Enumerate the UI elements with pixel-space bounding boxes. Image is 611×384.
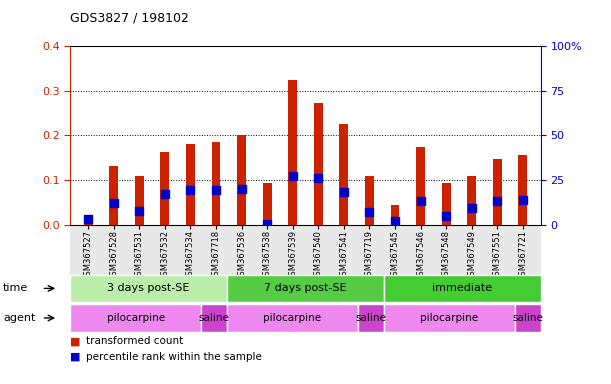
Bar	[416, 147, 425, 225]
Text: 3 days post-SE: 3 days post-SE	[108, 283, 190, 293]
Bar	[518, 156, 527, 225]
Bar	[390, 205, 400, 225]
Text: ■: ■	[70, 336, 81, 346]
Text: agent: agent	[3, 313, 35, 323]
Bar	[314, 103, 323, 225]
Point	[288, 173, 298, 179]
Bar	[263, 183, 272, 225]
Bar	[365, 176, 374, 225]
Bar	[161, 152, 169, 225]
Bar	[493, 159, 502, 225]
Point	[211, 187, 221, 193]
Bar	[442, 183, 450, 225]
Bar	[467, 175, 476, 225]
Bar	[237, 136, 246, 225]
Text: pilocarpine: pilocarpine	[263, 313, 321, 323]
Bar	[211, 142, 221, 225]
Bar	[186, 144, 195, 225]
Point	[262, 221, 272, 227]
Point	[365, 209, 375, 215]
Point	[467, 205, 477, 211]
Point	[415, 198, 425, 204]
Point	[134, 208, 144, 214]
Bar	[84, 221, 93, 225]
Point	[441, 213, 451, 219]
Text: immediate: immediate	[432, 283, 492, 293]
Bar	[109, 166, 118, 225]
Bar	[288, 79, 297, 225]
Point	[339, 189, 349, 195]
Point	[236, 186, 246, 192]
Point	[83, 216, 93, 222]
Point	[390, 218, 400, 224]
Text: time: time	[3, 283, 28, 293]
Text: GDS3827 / 198102: GDS3827 / 198102	[70, 12, 189, 25]
Text: 7 days post-SE: 7 days post-SE	[264, 283, 347, 293]
Point	[186, 187, 196, 193]
Bar	[135, 175, 144, 225]
Text: ■: ■	[70, 352, 81, 362]
Text: transformed count: transformed count	[86, 336, 183, 346]
Point	[313, 175, 323, 181]
Text: saline: saline	[356, 313, 386, 323]
Text: saline: saline	[199, 313, 230, 323]
Point	[492, 199, 502, 205]
Text: pilocarpine: pilocarpine	[106, 313, 165, 323]
Point	[160, 191, 170, 197]
Point	[518, 197, 528, 203]
Text: percentile rank within the sample: percentile rank within the sample	[86, 352, 262, 362]
Point	[109, 200, 119, 206]
Bar	[339, 124, 348, 225]
Text: pilocarpine: pilocarpine	[420, 313, 478, 323]
Text: saline: saline	[512, 313, 543, 323]
